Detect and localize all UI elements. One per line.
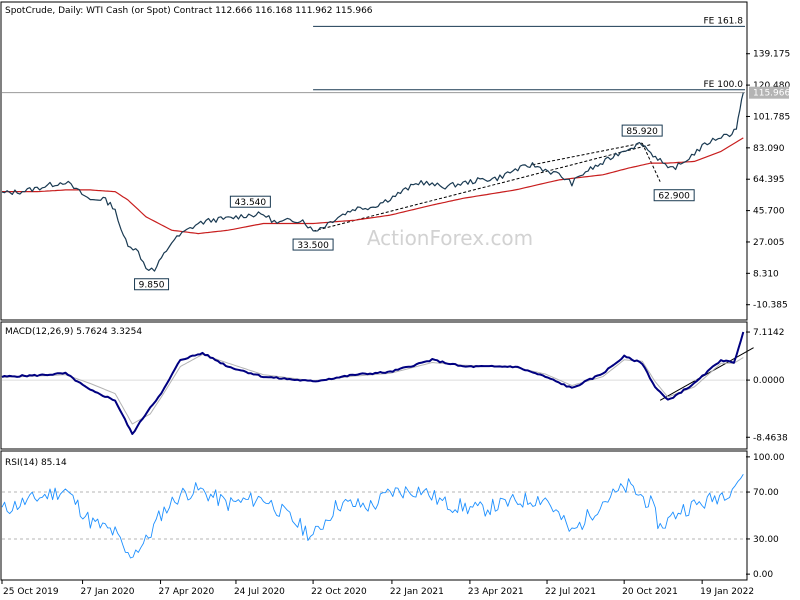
- last-price-label: 115.966: [753, 89, 790, 99]
- moving-average-line: [2, 137, 744, 235]
- price-dashed-trendline: [312, 144, 651, 232]
- rsi-axis-tick-label: 0.00: [753, 570, 773, 580]
- macd-axis-tick-label: 7.1142: [753, 328, 785, 338]
- last-price-tag: [749, 86, 789, 99]
- annotation-box: [229, 195, 271, 208]
- price-axis-tick-label: 27.005: [753, 238, 785, 248]
- macd-axis-tick-label: 0.0000: [753, 376, 785, 386]
- annotation-label: 85.920: [626, 127, 658, 137]
- x-axis-label: 24 Jul 2020: [234, 587, 285, 597]
- price-dashed-trendline: [641, 142, 661, 182]
- price-panel-title: SpotCrude, Daily: WTI Cash (or Spot) Con…: [5, 6, 373, 16]
- price-annotation: 9.850: [134, 278, 170, 291]
- annotation-label: 62.900: [658, 192, 690, 202]
- rsi-axis-tick-label: 30.00: [753, 535, 779, 545]
- macd-signal-line: [1, 353, 744, 425]
- x-axis-label: 23 Apr 2021: [468, 587, 524, 597]
- price-annotation: 85.920: [621, 124, 663, 137]
- macd-line: [1, 331, 745, 435]
- annotation-box: [134, 278, 170, 291]
- fe-level-label: FE 161.8: [704, 16, 744, 26]
- macd-axis-tick-label: -8.4638: [753, 433, 788, 443]
- rsi-axis-tick-label: 100.00: [753, 453, 785, 463]
- rsi-axis-tick-label: 70.00: [753, 488, 779, 498]
- x-axis-label: 20 Oct 2021: [622, 587, 678, 597]
- x-axis-label: 22 Oct 2020: [311, 587, 367, 597]
- price-axis-tick-label: 45.700: [753, 207, 785, 217]
- watermark: ActionForex.com: [367, 226, 533, 250]
- price-axis-tick-label: 64.395: [753, 175, 785, 185]
- x-axis-label: 22 Jan 2021: [390, 587, 444, 597]
- x-axis-label: 27 Jan 2020: [81, 587, 135, 597]
- price-panel: [0, 1, 748, 321]
- price-axis-tick-label: 83.090: [753, 144, 785, 154]
- rsi-panel-title: RSI(14) 85.14: [5, 458, 67, 468]
- price-axis-tick-label: 139.175: [753, 50, 790, 60]
- x-axis-label: 22 Jul 2021: [545, 587, 596, 597]
- annotation-box: [621, 124, 663, 137]
- annotation-box: [653, 189, 695, 202]
- price-axis-tick-label: -10.385: [753, 301, 788, 311]
- annotation-label: 9.850: [139, 281, 165, 291]
- price-axis-tick-label: 120.480: [753, 81, 790, 91]
- annotation-label: 33.500: [297, 241, 329, 251]
- price-dashed-trendline: [532, 142, 643, 166]
- price-annotation: 43.540: [229, 195, 271, 208]
- rsi-panel: [0, 450, 748, 581]
- price-annotation: 33.500: [292, 238, 334, 251]
- macd-trendline: [659, 347, 754, 401]
- macd-panel-title: MACD(12,26,9) 5.7624 3.3254: [5, 327, 142, 337]
- x-axis-label: 27 Apr 2020: [159, 587, 215, 597]
- x-axis-label: 25 Oct 2019: [3, 587, 59, 597]
- price-line: [1, 92, 744, 272]
- macd-panel: [0, 321, 748, 450]
- rsi-line: [1, 474, 744, 559]
- price-axis-tick-label: 101.785: [753, 112, 790, 122]
- x-axis-label: 19 Jan 2022: [700, 587, 754, 597]
- fe-level-label: FE 100.0: [704, 80, 744, 90]
- annotation-box: [292, 238, 334, 251]
- annotation-label: 43.540: [235, 198, 267, 208]
- price-annotation: 62.900: [653, 189, 695, 202]
- price-axis-tick-label: 8.310: [753, 269, 779, 279]
